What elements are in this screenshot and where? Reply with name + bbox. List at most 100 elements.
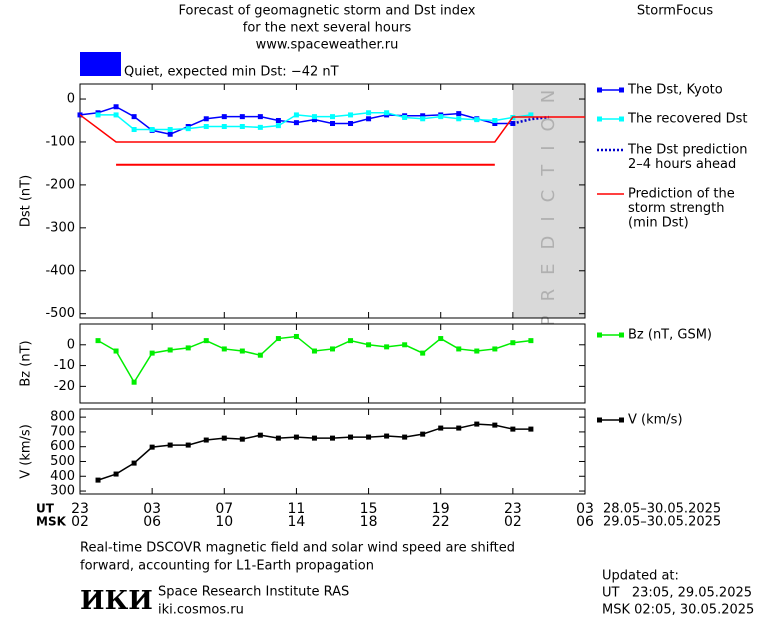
point — [257, 124, 263, 130]
point — [474, 421, 480, 427]
legend-label: Prediction of the — [628, 187, 735, 202]
point — [311, 435, 317, 441]
y-tick-label: 400 — [50, 469, 75, 484]
title-line: for the next several hours — [243, 21, 412, 36]
point — [239, 124, 245, 130]
point — [239, 114, 245, 120]
legend-marker — [619, 116, 624, 122]
point — [510, 426, 516, 432]
point — [131, 460, 137, 466]
point — [330, 435, 335, 441]
prediction-label: PREDICTION — [538, 76, 559, 326]
point — [474, 348, 480, 354]
x-tick-label: 07 — [215, 501, 233, 517]
x-tick-label: 06 — [576, 514, 594, 530]
point — [257, 352, 263, 358]
y-tick-label: 300 — [50, 484, 75, 499]
x-tick-label: 11 — [288, 501, 306, 517]
x-tick-label: 22 — [432, 514, 450, 530]
prediction-region — [512, 84, 585, 318]
point — [203, 124, 209, 130]
legend-label: 2–4 hours ahead — [628, 157, 736, 172]
y-tick-label: 600 — [50, 439, 75, 454]
point — [167, 127, 173, 133]
point — [275, 435, 281, 441]
point — [95, 477, 101, 483]
x-tick-label: 23 — [71, 501, 89, 517]
point — [348, 338, 354, 344]
x-tick-label: 19 — [432, 501, 450, 517]
updated: UT 23:05, 29.05.2025 — [602, 586, 752, 601]
x-row-label: MSK — [36, 515, 67, 529]
point — [420, 431, 426, 437]
point — [492, 422, 498, 428]
point — [113, 112, 119, 118]
point — [348, 112, 354, 118]
point — [131, 114, 137, 120]
updated: MSK 02:05, 30.05.2025 — [602, 603, 754, 618]
site: iki.cosmos.ru — [158, 603, 244, 618]
point — [131, 379, 137, 385]
x-tick-label: 10 — [215, 514, 233, 530]
y-tick-label: 500 — [50, 454, 75, 469]
point — [275, 123, 281, 129]
x-tick-label: 06 — [143, 514, 161, 530]
point — [402, 342, 408, 348]
y-tick-label: 0 — [67, 92, 75, 107]
point — [348, 434, 354, 440]
y-tick-label: 700 — [50, 424, 75, 439]
point — [113, 471, 119, 477]
updated: Updated at: — [602, 569, 679, 584]
point — [402, 114, 408, 120]
y-tick-label: -200 — [45, 177, 75, 192]
y-axis-label: Dst (nT) — [19, 175, 34, 227]
point — [384, 110, 390, 116]
legend-label: The Dst prediction — [627, 143, 748, 158]
point — [221, 114, 227, 120]
logo: ИКИ — [80, 586, 153, 616]
title-line: www.spaceweather.ru — [256, 38, 399, 53]
point — [221, 124, 227, 130]
point — [293, 333, 299, 339]
point — [420, 350, 426, 356]
series-line — [79, 114, 585, 143]
point — [492, 121, 498, 127]
legend-label: The Dst, Kyoto — [627, 83, 723, 98]
y-tick-label: -400 — [45, 263, 75, 278]
point — [384, 433, 390, 439]
point — [456, 116, 462, 122]
status-swatch — [80, 52, 121, 76]
brand: StormFocus — [637, 4, 713, 19]
plot-frame — [79, 408, 586, 495]
point — [528, 112, 534, 118]
point — [330, 121, 335, 127]
point — [528, 426, 534, 432]
point — [402, 434, 408, 440]
point — [420, 116, 426, 122]
point — [456, 346, 462, 352]
point — [185, 442, 191, 448]
point — [221, 346, 227, 352]
point — [239, 436, 245, 442]
point — [185, 345, 191, 351]
point — [438, 114, 444, 120]
point — [167, 131, 173, 137]
point — [510, 340, 516, 346]
point — [474, 117, 480, 123]
x-tick-label: 02 — [71, 514, 89, 530]
y-axis-label: V (km/s) — [19, 424, 34, 479]
point — [366, 434, 372, 440]
x-tick-label: 03 — [143, 501, 161, 517]
legend-label: Bz (nT, GSM) — [628, 328, 712, 343]
point — [293, 434, 299, 440]
x-tick-label: 18 — [360, 514, 378, 530]
x-tick-label: 03 — [576, 501, 594, 517]
note: forward, accounting for L1-Earth propaga… — [80, 559, 374, 574]
y-tick-label: -500 — [45, 306, 75, 321]
point — [330, 114, 335, 120]
point — [438, 336, 444, 342]
legend-label: (min Dst) — [628, 216, 689, 231]
point — [149, 350, 155, 356]
point — [293, 112, 299, 118]
point — [275, 117, 281, 123]
